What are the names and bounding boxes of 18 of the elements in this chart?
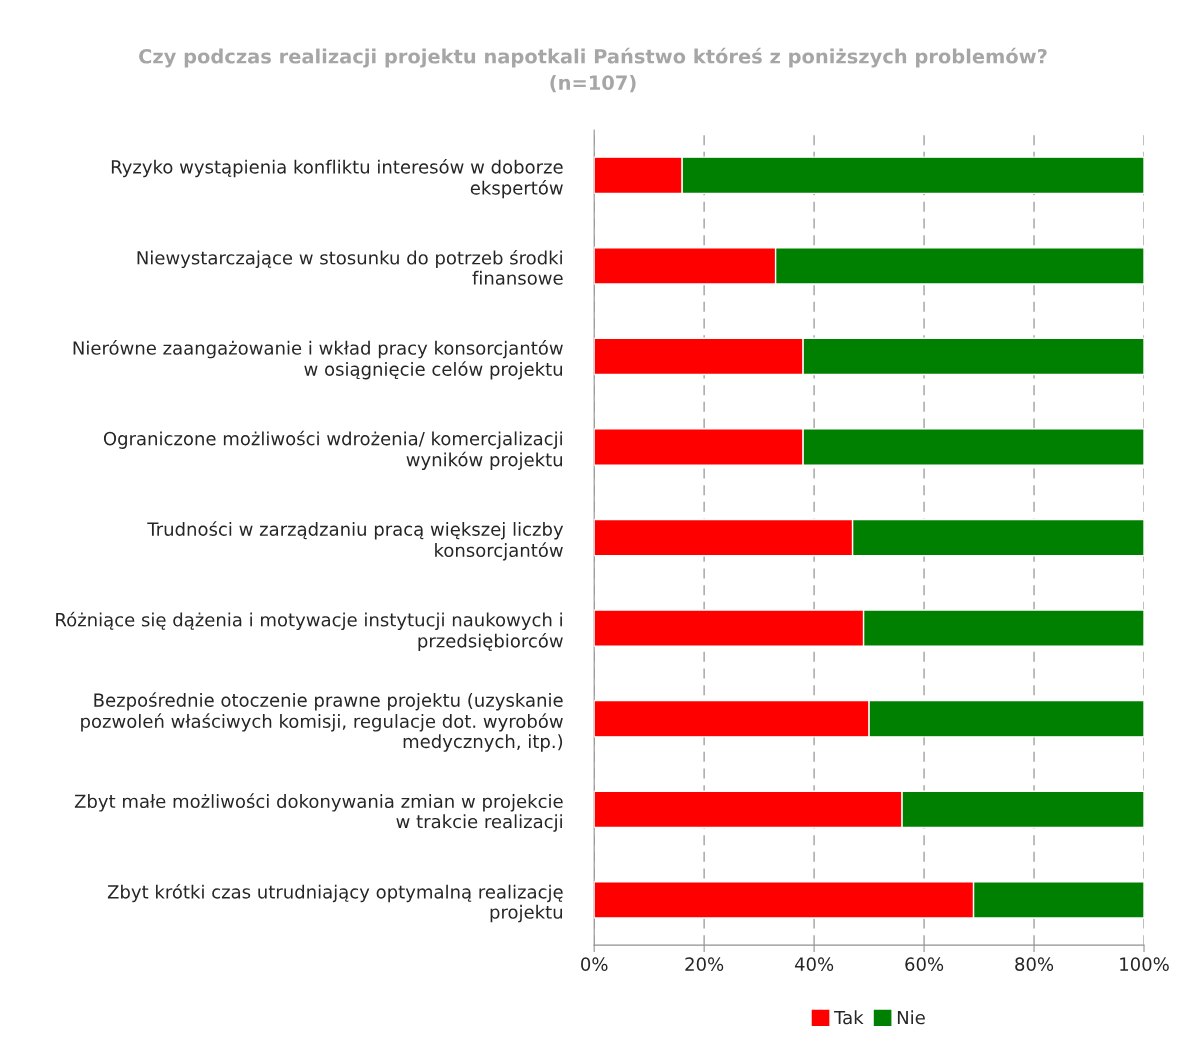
x-tick-label: 20% (685, 957, 724, 971)
x-tick-label: 80% (1015, 957, 1054, 971)
y-tick-label: Różniące się dążenia i motywacje instytucji naukowych i przedsiębiorców (56, 611, 563, 652)
y-tick-label: Bezpośrednie otoczenie prawne projektu (uzyskanie pozwoleń właściwych komisji, regulacje dot. wyrobów medycznych, itp.) (81, 692, 563, 752)
y-tick-label: Nierówne zaangażowanie i wkład pracy konsorcjantów w osiągnięcie celów projektu (73, 340, 563, 380)
x-tick-label: 100% (1120, 957, 1169, 971)
x-tick-label: 40% (794, 957, 834, 971)
y-tick-label: Zbyt małe możliwości dokonywania zmian w projekcie w trakcie realizacji (74, 793, 563, 832)
y-tick-label: Ryzyko wystąpienia konfliktu interesów w doborze ekspertów (111, 158, 563, 199)
x-tick-label: 0% (581, 957, 608, 971)
y-tick-label: Niewystarczające w stosunku do potrzeb środki finansowe (137, 249, 563, 285)
legend-label: Nie (897, 1010, 925, 1025)
y-tick-label: Trudności w zarządzaniu pracą większej liczby konsorcjantów (147, 521, 564, 561)
chart-title: Czy podczas realizacji projektu napotkali Państwo któreś z poniższych problemów? (n=107) (139, 47, 1047, 93)
legend-label: Tak (834, 1010, 864, 1025)
y-tick-label: Zbyt krótki czas utrudniający optymalną realizację projektu (107, 883, 563, 923)
x-tick-label: 60% (905, 957, 944, 971)
y-tick-label: Ograniczone możliwości wdrożenia/ komercjalizacji wyników projektu (103, 430, 562, 470)
